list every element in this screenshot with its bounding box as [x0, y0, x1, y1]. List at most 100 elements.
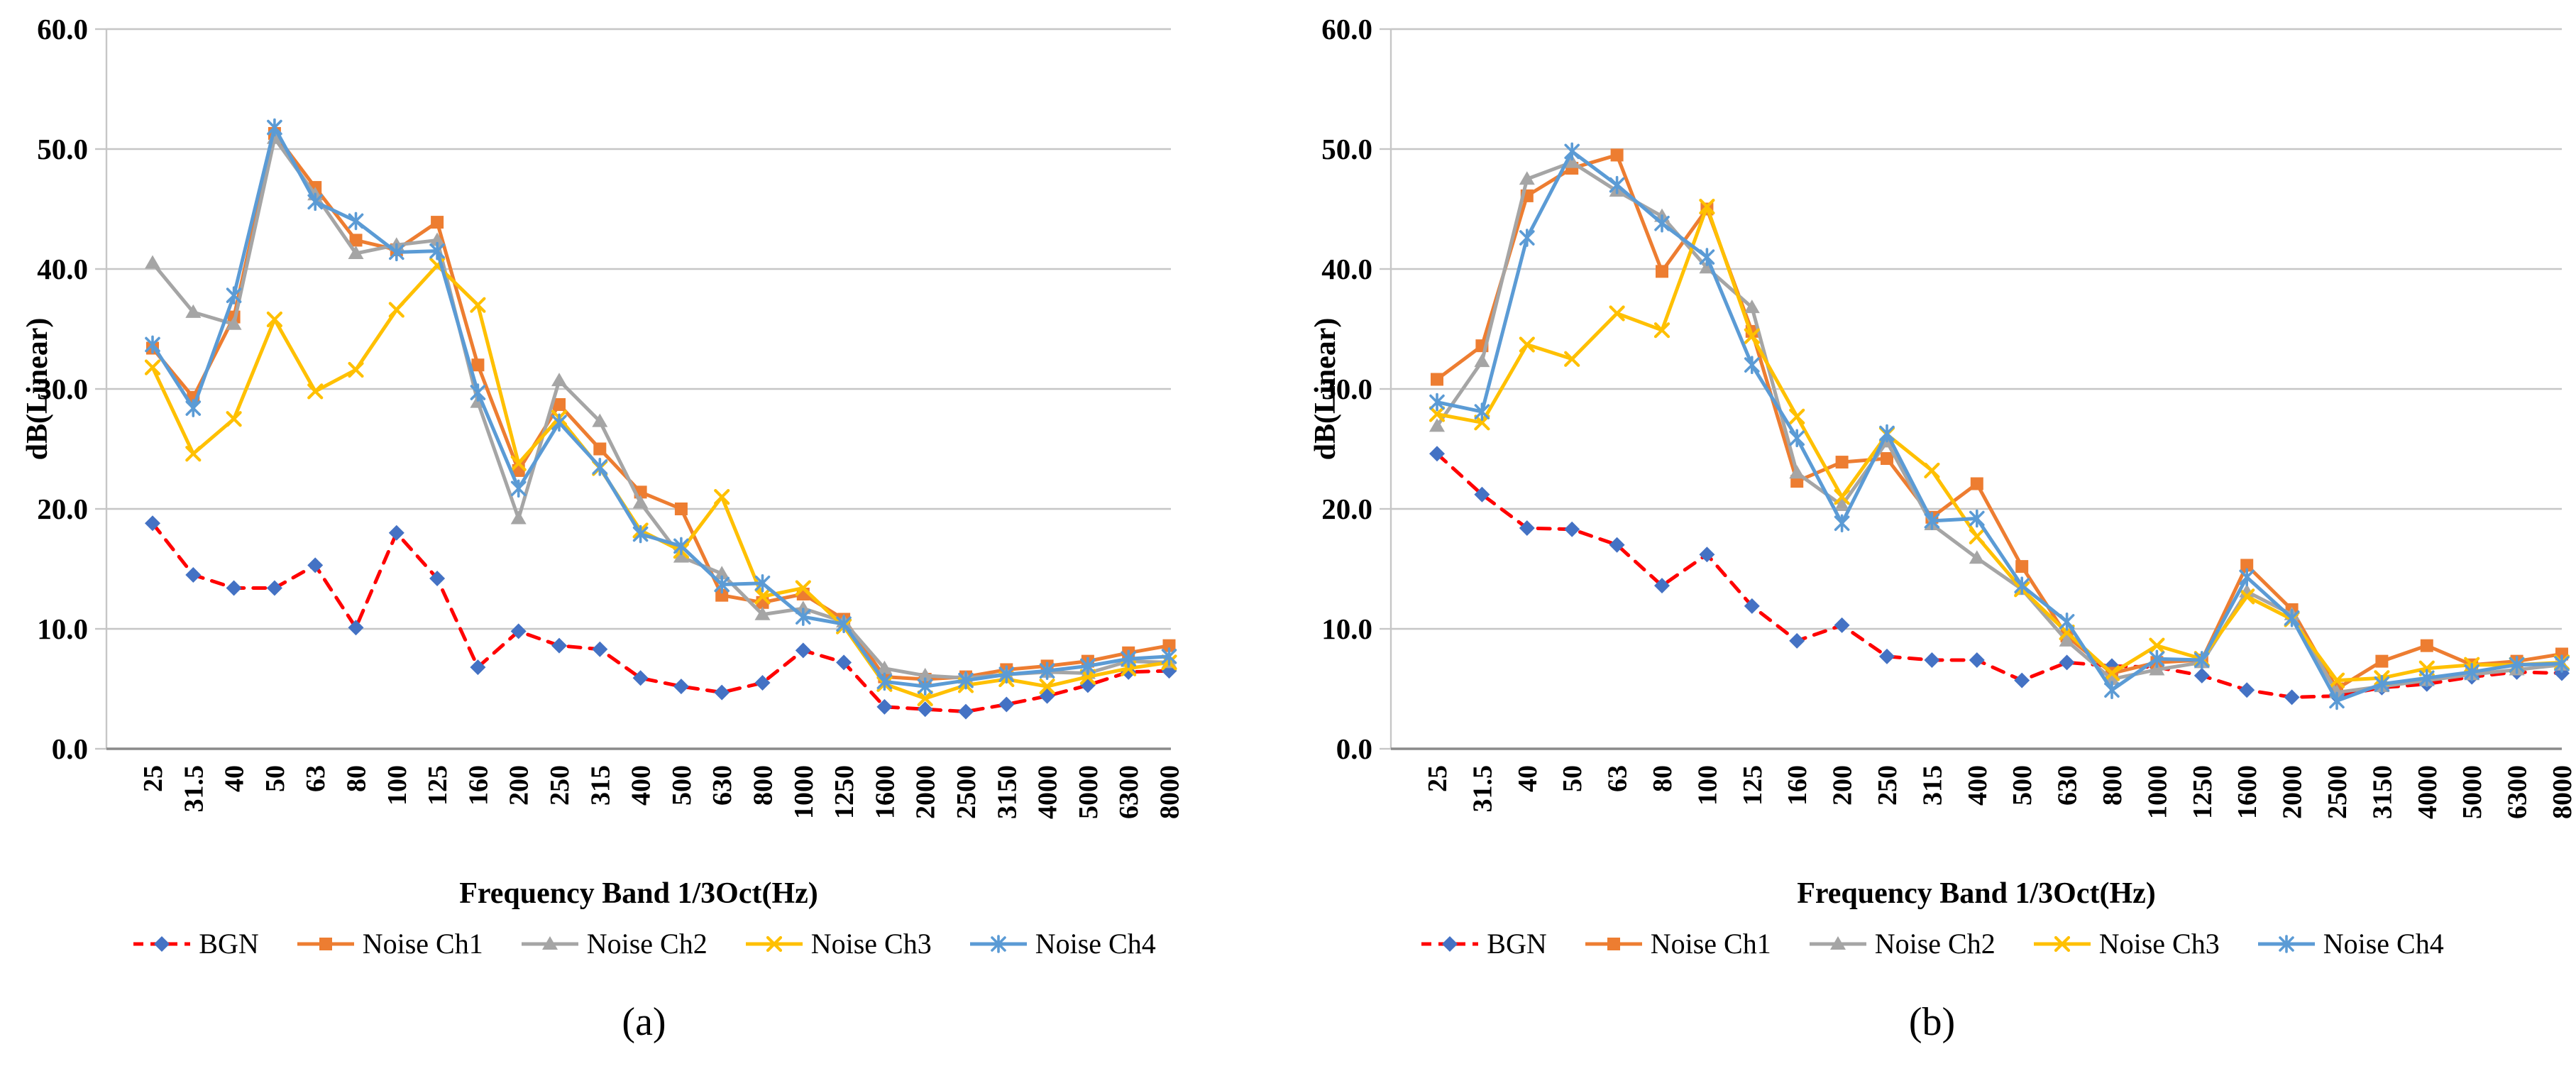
legend-item-bgn: BGN: [1420, 927, 1547, 960]
y-tick-label: 50.0: [37, 133, 88, 165]
Noise Ch4-marker: [876, 672, 893, 691]
legend-item-noise-ch1: Noise Ch1: [1584, 927, 1771, 960]
Noise Ch4-marker: [1609, 175, 1625, 194]
x-tick-label: 800: [749, 765, 778, 806]
Noise Ch4-marker: [388, 243, 404, 262]
BGN-marker: [429, 571, 446, 587]
series-line: [150, 263, 1171, 701]
square-legend-swatch-icon: [1585, 937, 1642, 950]
Noise Ch4-marker: [470, 383, 486, 402]
Noise Ch3-marker: [307, 383, 324, 400]
Noise Ch4-marker: [2284, 608, 2300, 627]
Noise Ch1-marker: [2375, 654, 2389, 668]
y-tick-label: 30.0: [1321, 373, 1372, 405]
x-tick-label: 6300: [1114, 765, 1144, 819]
x-tick-label: 63: [1603, 765, 1633, 792]
legend-label: BGN: [199, 928, 259, 960]
Noise Ch2-marker: [1564, 154, 1580, 168]
Noise Ch4-marker: [1039, 661, 1055, 680]
Noise Ch1-marker: [1607, 937, 1620, 950]
caption-b: (b): [1908, 1000, 1956, 1044]
Noise Ch3-marker: [1039, 679, 1055, 695]
x-tick-label: 250: [545, 765, 575, 806]
Noise Ch4-marker: [714, 575, 730, 594]
Noise Ch4-marker: [1924, 512, 1940, 530]
BGN-marker: [185, 566, 202, 583]
Noise Ch4-marker: [754, 573, 771, 593]
Noise Ch3-marker: [1429, 406, 1446, 422]
Noise Ch4-marker: [2059, 613, 2075, 631]
series-noise-ch1: [1431, 148, 2568, 696]
legend-item-noise-ch3: Noise Ch3: [2032, 927, 2220, 960]
x-tick-label: 25: [1423, 765, 1453, 792]
Noise Ch3-marker: [185, 446, 202, 462]
legend-label: BGN: [1487, 928, 1547, 960]
x-tick-label: 315: [585, 765, 615, 806]
BGN-marker: [836, 654, 852, 671]
Noise Ch2-marker: [1829, 935, 1846, 950]
Noise Ch1-marker: [553, 397, 566, 411]
Noise Ch3-marker: [2239, 588, 2255, 605]
Noise Ch2-marker: [185, 304, 202, 318]
Noise Ch2-marker: [226, 316, 242, 330]
Noise Ch1-marker: [674, 503, 688, 515]
chart-panel-a: 0.0 10.0 20.0 30.0 40.0 50.0 60.0 25 31.5 40 50 63 8…: [21, 13, 1185, 1044]
Noise Ch4-marker: [1654, 214, 1670, 233]
BGN-marker: [2194, 667, 2210, 684]
y-tick-label: 10.0: [1321, 613, 1372, 645]
BGN-marker: [1654, 578, 1670, 594]
series-noise-ch4: [145, 118, 1177, 696]
legend-label: Noise Ch2: [1874, 928, 1996, 960]
BGN-marker: [714, 684, 730, 701]
BGN-marker: [470, 659, 486, 676]
x-tick-label: 125: [1738, 765, 1768, 806]
Noise Ch4-marker: [1519, 229, 1535, 247]
y-tick-label: 0.0: [1336, 732, 1372, 765]
Noise Ch4-marker: [632, 525, 649, 544]
Noise Ch2-marker: [632, 495, 649, 509]
x-tick-label: 80: [342, 765, 372, 792]
Noise Ch2-marker: [1789, 465, 1805, 479]
Noise Ch4-marker: [1879, 424, 1895, 443]
Noise Ch3-marker: [1474, 415, 1490, 431]
Noise Ch2-marker: [1474, 353, 1490, 368]
y-tick-label: 40.0: [37, 253, 88, 285]
x-tick-label: 160: [1783, 765, 1812, 806]
BGN-marker: [1699, 547, 1715, 563]
star-legend-swatch-icon: [2257, 934, 2315, 953]
square-legend-swatch-icon: [297, 937, 354, 950]
BGN-marker: [1744, 598, 1760, 614]
x-tick-label: 50: [1558, 765, 1587, 792]
x-tick-label: 6300: [2503, 765, 2533, 819]
BGN-marker: [226, 580, 242, 596]
series-line: [150, 521, 1171, 714]
Noise Ch4-marker: [2278, 934, 2294, 953]
BGN-marker: [388, 525, 404, 541]
Noise Ch3-marker: [2149, 637, 2165, 654]
BGN-marker: [1442, 935, 1458, 952]
triangle-legend-swatch-icon: [521, 935, 578, 950]
y-tick-label: 40.0: [1321, 253, 1372, 285]
Noise Ch3-marker: [1653, 322, 1670, 339]
Noise Ch3-marker: [754, 588, 771, 605]
Noise Ch1-marker: [1162, 639, 1176, 652]
Noise Ch3-marker: [1969, 528, 1985, 544]
BGN-marker: [1609, 537, 1625, 553]
series-noise-ch3: [1429, 199, 2570, 688]
Noise Ch3-marker: [2054, 935, 2070, 952]
BGN-marker: [1969, 652, 1985, 668]
legend-label: Noise Ch1: [362, 928, 483, 960]
Noise Ch4-marker: [1699, 248, 1715, 266]
Noise Ch1-marker: [1431, 373, 1443, 386]
y-axis-title: dB(Linear): [21, 318, 54, 461]
x-tick-label: 200: [505, 765, 534, 806]
diamond-legend-swatch-icon: [1421, 935, 1479, 952]
Noise Ch3-marker: [766, 935, 782, 952]
Noise Ch4-marker: [2104, 681, 2120, 699]
x-tick-label: 160: [463, 765, 493, 806]
x-tick-label: 5000: [1074, 765, 1103, 819]
legend-item-noise-ch4: Noise Ch4: [969, 927, 1156, 960]
y-tick-label: 50.0: [1321, 133, 1372, 165]
x-tick-label: 400: [1963, 765, 1993, 806]
Noise Ch2-marker: [429, 232, 446, 246]
